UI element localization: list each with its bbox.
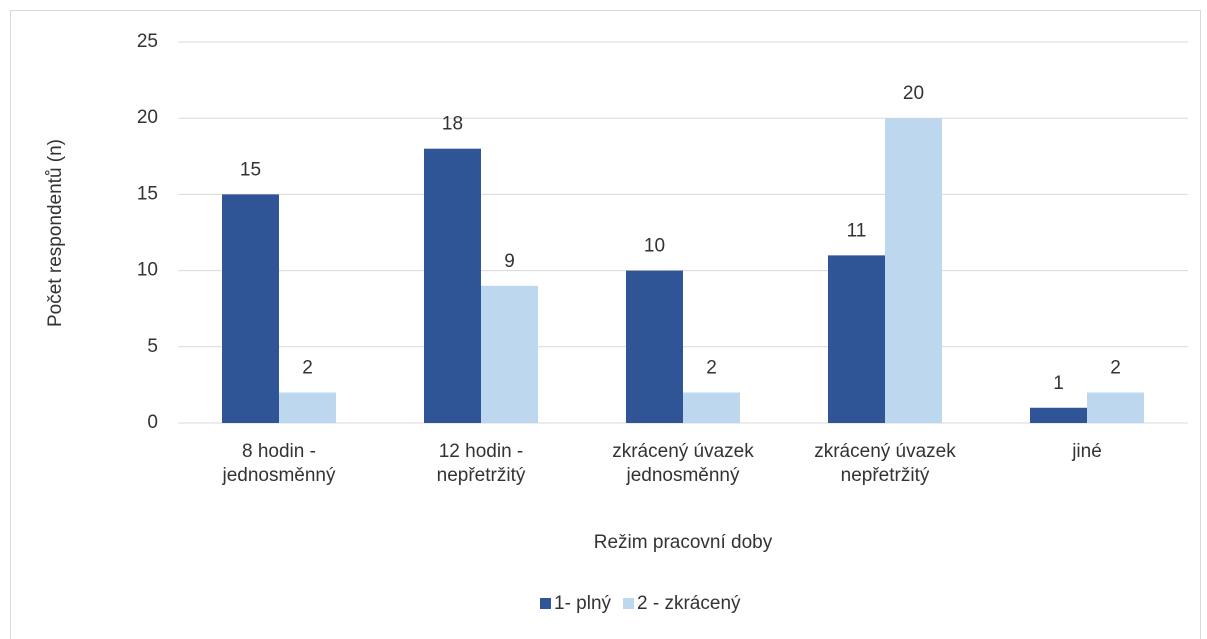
x-tick-label: 8 hodin -	[242, 441, 316, 462]
bar	[1030, 407, 1087, 423]
data-label: 2	[706, 358, 717, 379]
x-tick-label: jednosměnný	[221, 465, 336, 486]
y-tick-label: 15	[137, 183, 158, 204]
x-tick-label: zkrácený úvazek	[814, 441, 956, 462]
bar	[424, 148, 481, 423]
x-axis-label: Režim pracovní doby	[594, 532, 773, 553]
bar	[1087, 392, 1144, 423]
data-label: 10	[644, 236, 665, 257]
y-tick-label: 0	[147, 412, 158, 433]
x-tick-label: nepřetržitý	[437, 465, 526, 486]
bar	[828, 255, 885, 423]
chart-border	[10, 10, 1201, 639]
bar	[222, 194, 279, 423]
x-tick-label: nepřetržitý	[841, 465, 930, 486]
y-tick-label: 10	[137, 260, 158, 281]
x-tick-label: 12 hodin -	[439, 441, 524, 462]
data-label: 15	[240, 159, 261, 180]
legend-swatch	[623, 598, 635, 609]
bar	[279, 392, 336, 423]
y-axis-label: Počet respondentů (n)	[45, 139, 66, 327]
data-label: 18	[442, 114, 463, 135]
legend-label: 2 - zkrácený	[637, 593, 741, 614]
data-label: 2	[302, 358, 313, 379]
y-tick-label: 20	[137, 107, 158, 128]
x-tick-label: jiné	[1071, 441, 1102, 462]
bar	[683, 392, 740, 423]
legend-swatch	[540, 598, 551, 609]
data-label: 9	[504, 251, 515, 272]
bar	[481, 285, 538, 423]
x-tick-label: zkrácený úvazek	[612, 441, 754, 462]
bar	[885, 118, 942, 423]
y-tick-label: 25	[137, 31, 158, 52]
legend-label: 1- plný	[554, 593, 612, 614]
data-label: 11	[847, 220, 867, 241]
y-tick-label: 5	[147, 336, 158, 357]
bar	[626, 270, 683, 423]
data-label: 2	[1110, 358, 1121, 379]
x-tick-label: jednosměnný	[625, 465, 740, 486]
data-label: 1	[1053, 373, 1064, 394]
data-label: 20	[903, 83, 924, 104]
